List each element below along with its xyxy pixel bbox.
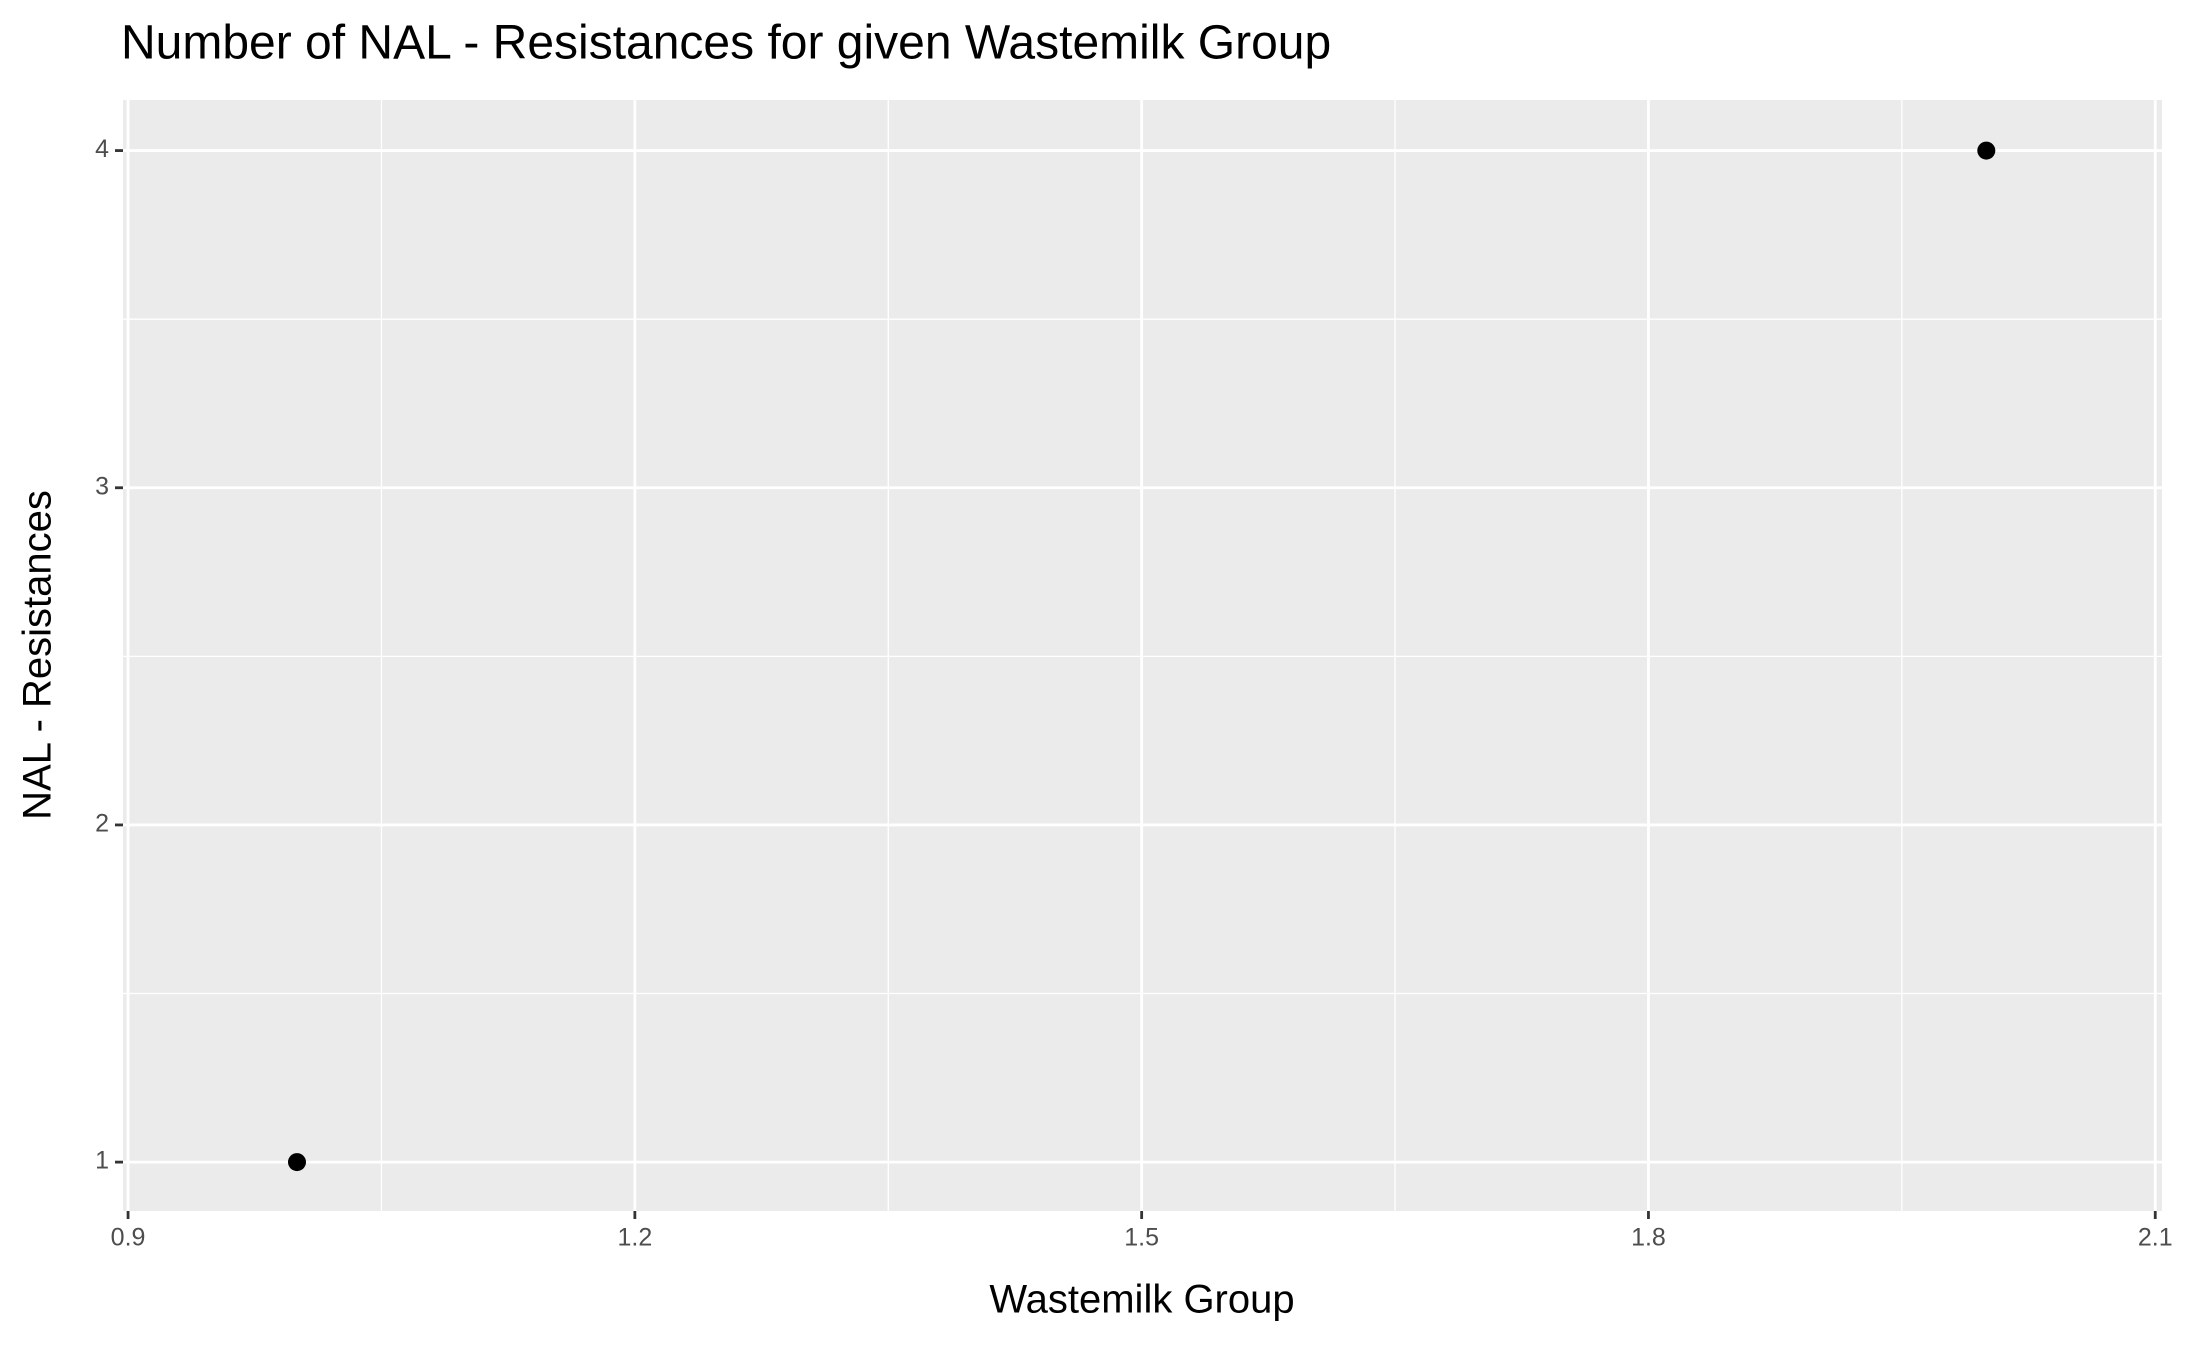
y-tick-label: 3 (95, 472, 109, 500)
y-tick-label: 2 (95, 810, 109, 838)
y-axis-title: NAL - Resistances (16, 490, 60, 820)
x-tick-label: 1.2 (617, 1224, 652, 1252)
point (1977, 141, 1996, 160)
x-tick-label: 2.1 (2138, 1224, 2173, 1252)
y-tick-label: 4 (95, 135, 109, 163)
x-axis-title: Wastemilk Group (989, 1278, 1294, 1322)
chart-title: Number of NAL - Resistances for given Wa… (121, 17, 1331, 70)
x-tick-label: 0.9 (111, 1224, 146, 1252)
x-tick-label: 1.5 (1124, 1224, 1159, 1252)
y-tick-label: 1 (95, 1147, 109, 1175)
point (287, 1153, 306, 1172)
x-tick-label: 1.8 (1631, 1224, 1666, 1252)
